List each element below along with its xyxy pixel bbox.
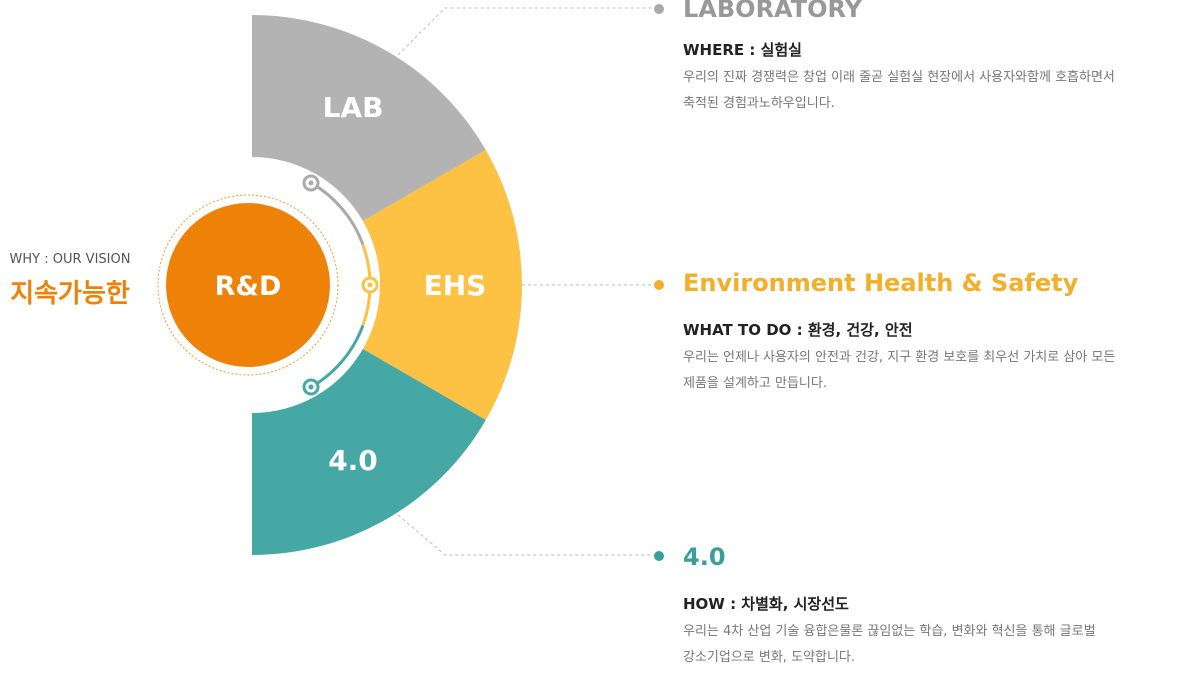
detail-heading: WHERE : 실험실 xyxy=(683,41,802,59)
center-ring xyxy=(157,194,339,376)
detail: 4.0 HOW : 차별화, 시장선도 우리는 4차 산업 기술 융합은물론 끊… xyxy=(683,543,1202,671)
detail-text: 제품을 설계하고 만듭니다. xyxy=(683,376,827,391)
dot xyxy=(654,551,664,561)
connector xyxy=(397,514,658,556)
center-label: R&D xyxy=(215,271,282,302)
vision: WHY : OUR VISION 지속가능한 xyxy=(0,252,140,310)
detail-text: 강소기업으로 변화, 도약합니다. xyxy=(683,650,856,665)
segment-label: EHS xyxy=(424,269,487,302)
vision-title: 지속가능한 xyxy=(10,279,130,309)
dot xyxy=(654,4,664,14)
markers xyxy=(302,174,379,396)
connector xyxy=(397,7,658,56)
segment-ehs xyxy=(362,150,522,420)
segment-label: LAB xyxy=(323,91,384,124)
detail-heading: WHAT TO DO : 환경, 건강, 안전 xyxy=(683,321,913,339)
segment-40 xyxy=(252,349,486,555)
detail-text: 우리는 언제나 사용자의 안전과 건강, 지구 환경 보호를 최우선 가치로 삼… xyxy=(683,350,1116,365)
detail-title: 4.0 xyxy=(683,543,726,571)
detail-title: Environment Health & Safety xyxy=(683,269,1079,297)
detail: Environment Health & Safety WHAT TO DO :… xyxy=(683,269,1202,397)
segment-lab xyxy=(252,15,486,221)
dot xyxy=(654,280,664,290)
detail-title: LABORATORY xyxy=(683,0,863,23)
detail-text: 우리의 진짜 경쟁력은 창업 이래 줄곧 실험실 현장에서 사용자와함께 호흡하… xyxy=(683,70,1115,85)
center-circle xyxy=(166,203,330,367)
detail-text: 축적된 경험과노하우입니다. xyxy=(683,96,835,111)
segment-label: 4.0 xyxy=(328,444,378,477)
detail-text: 우리는 4차 산업 기술 융합은물론 끊임없는 학습, 변화와 혁신을 통해 글… xyxy=(683,624,1096,639)
vision-label: WHY : OUR VISION xyxy=(9,252,131,267)
detail: LABORATORY WHERE : 실험실 우리의 진짜 경쟁력은 창업 이래… xyxy=(683,0,1202,117)
detail-heading: HOW : 차별화, 시장선도 xyxy=(683,595,849,613)
